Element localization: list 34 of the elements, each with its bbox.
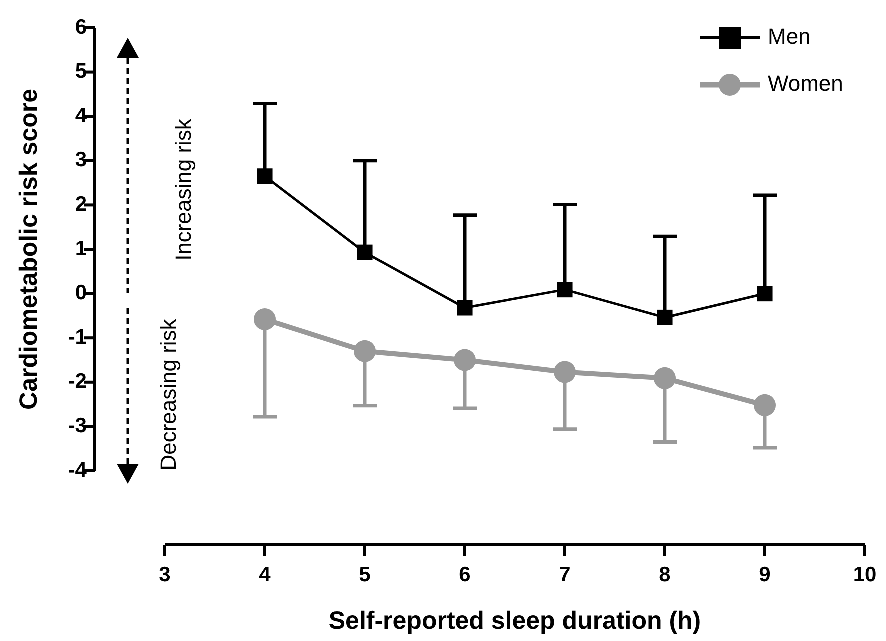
x-axis-title: Self-reported sleep duration (h) bbox=[328, 606, 702, 635]
point bbox=[354, 340, 376, 362]
annotation: Increasing risk bbox=[171, 118, 196, 261]
x-tick-label: 5 bbox=[359, 563, 372, 586]
point bbox=[357, 244, 373, 260]
point bbox=[457, 300, 473, 316]
y-tick-label: 4 bbox=[75, 104, 88, 128]
y-tick-label: -3 bbox=[68, 414, 87, 438]
annotation: Decreasing risk bbox=[156, 318, 182, 471]
point bbox=[657, 310, 673, 326]
point bbox=[757, 286, 773, 302]
x-tick-label: 10 bbox=[853, 563, 877, 586]
y-tick-label: 3 bbox=[75, 148, 87, 172]
y-tick-label: -2 bbox=[68, 370, 87, 394]
y-tick-label: 2 bbox=[75, 192, 87, 216]
point bbox=[257, 168, 273, 184]
x-tick-label: 7 bbox=[559, 563, 571, 586]
y-tick-label: -1 bbox=[68, 326, 88, 349]
legend-label: Men bbox=[768, 24, 811, 50]
point bbox=[454, 349, 476, 372]
point bbox=[557, 282, 573, 298]
x-tick-label: 4 bbox=[259, 563, 272, 586]
point bbox=[254, 308, 276, 330]
x-tick-label: 8 bbox=[659, 563, 672, 586]
x-tick-label: 3 bbox=[159, 563, 171, 586]
point bbox=[654, 367, 676, 390]
y-tick-label: -4 bbox=[68, 458, 88, 482]
x-tick-label: 6 bbox=[459, 563, 471, 586]
y-tick-label: 1 bbox=[75, 237, 88, 260]
x-tick-label: 9 bbox=[759, 563, 771, 586]
point bbox=[754, 394, 776, 416]
y-axis-title: Cardiometabolic risk score bbox=[14, 88, 43, 410]
legend-label: Women bbox=[768, 71, 844, 96]
point bbox=[554, 361, 576, 384]
